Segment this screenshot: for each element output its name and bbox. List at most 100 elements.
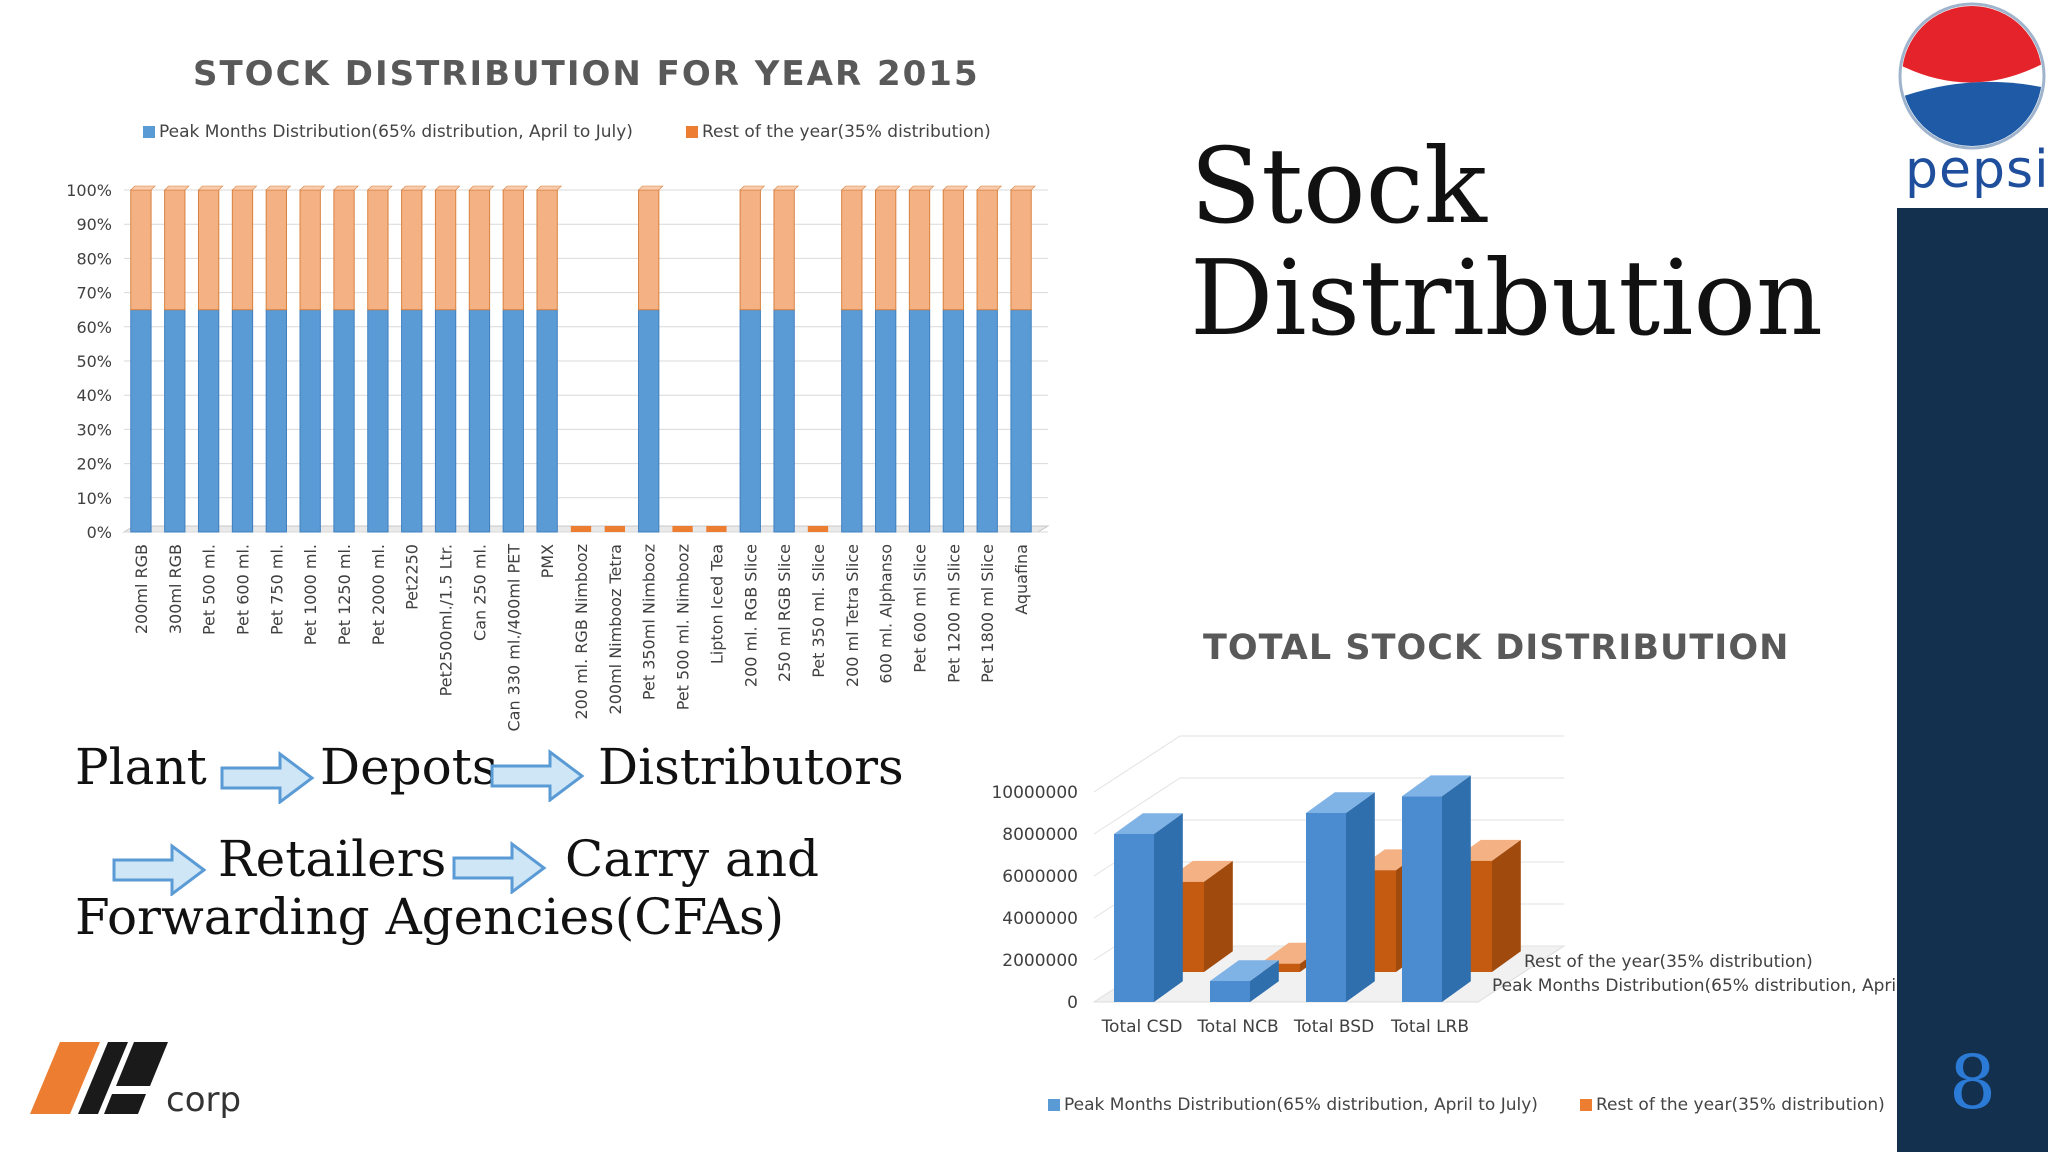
chart1-bar-top (468, 185, 495, 191)
chart1-bar-rest (333, 189, 355, 311)
chart1-bar-empty (570, 526, 592, 532)
chart1-bar-rest (1010, 189, 1032, 311)
chart2-bar-peak-side (1250, 960, 1279, 1002)
chart1-ytick-label: 40% (76, 386, 112, 405)
chart1-ytick-label: 100% (66, 181, 112, 200)
chart1-bar-top (976, 185, 1003, 191)
title-line-1: Stock (1190, 125, 1487, 247)
chart1-xtick-label: Lipton Iced Tea (707, 544, 726, 664)
chart2-ytick-label: 4000000 (1002, 909, 1078, 929)
title-line-2: Distribution (1190, 237, 1823, 359)
chart1-bar-top (908, 185, 935, 191)
chart1-bar-top (231, 185, 258, 191)
chart2-ytick-label: 10000000 (991, 783, 1078, 803)
flow-plant: Plant (75, 738, 207, 796)
chart1-bar-empty (604, 526, 626, 532)
chart1-bar-top (333, 185, 359, 191)
chart1-bar-peak (333, 309, 355, 533)
chart1-bar-top (942, 185, 969, 191)
chart1-ytick-label: 30% (76, 420, 112, 439)
chart2-ytick-label: 6000000 (1002, 867, 1078, 887)
chart1-ytick-label: 90% (76, 215, 112, 234)
chart2-title: TOTAL STOCK DISTRIBUTION (1203, 628, 1790, 668)
chart1-bar-top (1010, 185, 1036, 191)
chart2-bar-rest-front (1260, 963, 1300, 972)
chart1-bar-peak (1010, 309, 1032, 533)
chart1-ytick-label: 0% (87, 523, 112, 542)
chart1-bar-top (163, 185, 190, 191)
chart1-bar-peak (502, 309, 524, 533)
chart1-bar-rest (299, 189, 321, 311)
chart1-bar-rest (130, 189, 152, 311)
chart1-bar-top (130, 185, 156, 191)
chart2-bar-peak-front (1210, 981, 1250, 1002)
chart1-bar-top (434, 185, 461, 191)
corp-logo-icon (30, 1042, 168, 1114)
chart1-bar-rest (942, 189, 965, 311)
chart2-ytick-label: 2000000 (1002, 951, 1078, 971)
chart1-bar-peak (841, 309, 863, 533)
chart2-xtick-label: Total LRB (1390, 1017, 1469, 1037)
chart1-xtick-label: Pet 1250 ml. (335, 544, 354, 645)
chart1-xtick-label: Pet 350ml Nimbooz (640, 544, 659, 700)
chart1-xtick-label: 200 ml. RGB Slice (741, 544, 760, 687)
chart1-bar-top (739, 185, 766, 191)
chart1-bar-top (502, 185, 529, 191)
chart1-bar-top (265, 185, 292, 191)
arrow-right-icon (220, 751, 315, 804)
chart1-bar-rest (164, 189, 186, 311)
chart1-xtick-label: Pet 500 ml. Nimbooz (674, 544, 693, 710)
chart1-bar-peak (468, 309, 491, 533)
chart1-bar-top (874, 185, 901, 191)
chart1-bar-rest (908, 189, 931, 311)
pepsi-wordmark: pepsi (1905, 140, 2048, 200)
chart1-bar-rest (231, 189, 254, 311)
chart2-xtick-label: Total BSD (1293, 1017, 1374, 1037)
chart1-bar-top (367, 185, 393, 191)
chart1-bar-peak (231, 309, 254, 533)
chart1-bar-peak (130, 309, 152, 533)
chart1-legend-rest: Rest of the year(35% distribution) (686, 122, 991, 142)
chart1-xtick-label: Pet2500ml./1.5 Ltr. (437, 544, 456, 696)
chart1-xtick-label: 300ml RGB (166, 544, 185, 634)
chart1-bar-peak (908, 309, 931, 533)
chart2-gridline (1093, 735, 1564, 793)
chart1-xtick-label: Can 250 ml. (470, 544, 489, 641)
chart2-bar-peak-top (1114, 813, 1183, 834)
chart1-xtick-label: Aquafina (1012, 544, 1031, 615)
chart1-title: STOCK DISTRIBUTION FOR YEAR 2015 (193, 54, 980, 94)
chart1-bar-peak (773, 309, 795, 533)
chart2-bar-peak-front (1306, 813, 1346, 1002)
chart1-ytick-label: 60% (76, 318, 112, 337)
chart1-bar-peak (197, 309, 220, 533)
chart1-xtick-label: Pet 2000 ml. (369, 544, 388, 645)
chart1-xtick-label: 200ml RGB (132, 544, 151, 634)
chart2-ytick-label: 0 (1067, 993, 1078, 1013)
chart1-bar-peak (875, 309, 897, 533)
chart2-legend-rest: Rest of the year(35% distribution) (1580, 1095, 1885, 1115)
chart1-bar-top (400, 185, 427, 191)
chart2-ytick-label: 8000000 (1002, 825, 1078, 845)
chart1-bar-rest (265, 189, 287, 311)
chart1-bar-rest (773, 189, 795, 311)
chart1-ytick-label: 20% (76, 455, 112, 474)
chart2-bar-peak-top (1402, 775, 1471, 797)
chart2-legend-peak: Peak Months Distribution(65% distributio… (1048, 1095, 1538, 1115)
chart1-bar-peak (265, 309, 287, 533)
chart2-bar-rest-side (1492, 839, 1521, 972)
chart1-xtick-label: Pet 1800 ml Slice (978, 544, 997, 683)
chart1-bar-top (773, 185, 799, 191)
chart2-bar-peak-side (1346, 792, 1375, 1002)
chart1-ytick-label: 10% (76, 489, 112, 508)
chart1-xtick-label: Pet2250 (403, 544, 422, 610)
chart2-depth-label: Rest of the year(35% distribution) (1524, 952, 1813, 972)
chart1-bar-rest (401, 189, 423, 311)
chart2-bar-rest-side (1204, 860, 1233, 972)
chart1-bar-peak (299, 309, 321, 533)
chart1-xtick-label: 250 ml RGB Slice (775, 544, 794, 682)
chart1-bar-top (536, 185, 563, 191)
chart1-bar-rest (197, 189, 220, 311)
chart1-bar-peak (367, 309, 389, 533)
chart1-legend-peak: Peak Months Distribution(65% distributio… (143, 122, 633, 142)
chart1-bar-rest (367, 189, 389, 311)
